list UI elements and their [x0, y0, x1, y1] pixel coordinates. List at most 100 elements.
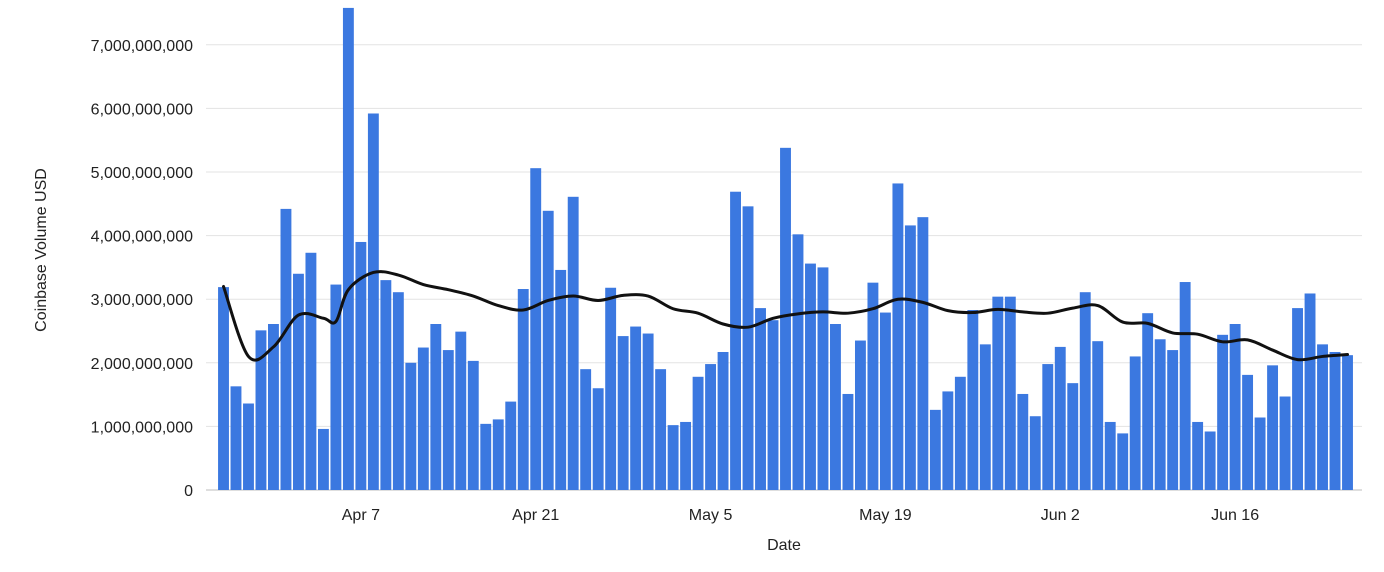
volume-bar [255, 330, 267, 490]
volume-bar [879, 312, 891, 490]
x-tick-label: Apr 21 [512, 507, 559, 524]
volume-bar [780, 147, 791, 490]
x-axis-title: Date [767, 537, 801, 554]
volume-bar [342, 7, 354, 490]
volume-bar [280, 208, 292, 490]
volume-bar [467, 360, 479, 490]
volume-bar [405, 362, 417, 490]
volume-bar [967, 310, 979, 490]
volume-bar [792, 234, 804, 490]
volume-bar [742, 206, 754, 490]
volume-bar [692, 376, 704, 490]
volume-bar [904, 225, 916, 491]
volume-bar [292, 273, 304, 490]
x-tick-label: May 5 [689, 507, 733, 524]
volume-bar [542, 210, 554, 491]
y-tick-label: 2,000,000,000 [91, 356, 193, 373]
volume-bar [1292, 308, 1303, 490]
volume-bar [929, 409, 941, 490]
x-tick-label: Jun 16 [1211, 507, 1259, 524]
volume-bar [667, 425, 679, 490]
volume-bar [755, 308, 766, 490]
volume-bar [1042, 364, 1054, 490]
y-tick-label: 1,000,000,000 [91, 419, 193, 436]
volume-bar [830, 324, 841, 490]
y-axis-ticks: 0 1,000,000,000 2,000,000,000 3,000,000,000… [91, 38, 193, 500]
y-tick-label: 6,000,000,000 [91, 101, 193, 118]
volume-bar [605, 287, 617, 490]
volume-bars [218, 7, 1353, 491]
volume-bar [1167, 350, 1179, 490]
volume-bar [917, 217, 929, 490]
volume-bar [367, 113, 379, 491]
volume-bar [1217, 334, 1229, 490]
volume-bar [392, 292, 404, 490]
volume-bar [555, 269, 567, 490]
volume-bar [817, 267, 829, 490]
volume-bar [1054, 346, 1066, 490]
volume-bar [430, 324, 442, 490]
volume-bar [655, 369, 667, 490]
volume-bar [1104, 421, 1116, 490]
volume-bar [1192, 421, 1204, 490]
volume-bar [1117, 433, 1129, 490]
volume-bar [1092, 341, 1104, 490]
volume-bar [580, 369, 592, 490]
volume-bar [567, 196, 579, 491]
volume-bar [892, 183, 904, 490]
volume-bar [455, 331, 467, 490]
volume-bar [1204, 431, 1216, 490]
volume-bar [730, 191, 741, 490]
volume-bar [630, 326, 642, 490]
volume-bar [942, 391, 954, 490]
volume-bar [642, 333, 654, 490]
volume-bar [1004, 296, 1016, 490]
volume-bar [979, 344, 991, 490]
volume-bar [854, 340, 866, 490]
volume-bar [617, 336, 629, 490]
volume-bar [867, 282, 879, 490]
y-axis-title: Coinbase Volume USD [33, 168, 50, 332]
volume-bar [330, 284, 342, 490]
volume-bar [1229, 324, 1241, 490]
volume-bar [1017, 393, 1029, 490]
volume-bar [530, 168, 542, 490]
volume-bar [1129, 356, 1141, 490]
volume-bar [1317, 344, 1328, 490]
volume-bar [268, 324, 279, 490]
volume-bar [680, 421, 692, 490]
volume-bar [592, 388, 604, 490]
volume-bar [480, 423, 492, 490]
trend-line-layer [222, 270, 1349, 362]
volume-bar [717, 351, 729, 490]
volume-bar [1029, 416, 1041, 490]
volume-bar [1142, 313, 1154, 490]
volume-bar [517, 289, 529, 490]
volume-bar [317, 428, 329, 490]
y-tick-label: 4,000,000,000 [91, 229, 193, 246]
volume-bar [842, 393, 854, 490]
volume-bar [243, 403, 254, 490]
volume-bar [380, 280, 392, 490]
moving-average-line [222, 270, 1349, 362]
volume-bar [1067, 383, 1079, 490]
volume-bar [954, 376, 966, 490]
volume-bar [1304, 293, 1316, 490]
volume-bar [1254, 417, 1266, 490]
volume-bar [805, 263, 816, 490]
x-axis-ticks: Apr 7 Apr 21 May 5 May 19 Jun 2 Jun 16 [342, 507, 1259, 524]
volume-bar [767, 320, 779, 490]
x-tick-label: May 19 [859, 507, 912, 524]
y-tick-label: 7,000,000,000 [91, 38, 193, 55]
volume-bar [492, 419, 504, 490]
volume-bar [305, 252, 317, 490]
volume-bar [1342, 355, 1353, 490]
y-tick-label: 5,000,000,000 [91, 165, 193, 182]
x-tick-label: Jun 2 [1041, 507, 1080, 524]
volume-bar [230, 386, 242, 490]
volume-bar [355, 241, 367, 490]
volume-bar [442, 350, 454, 490]
x-tick-label: Apr 7 [342, 507, 380, 524]
